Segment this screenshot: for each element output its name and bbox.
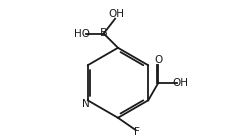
Text: HO: HO xyxy=(74,29,91,39)
Text: OH: OH xyxy=(173,78,189,88)
Text: O: O xyxy=(154,55,163,65)
Text: N: N xyxy=(82,99,90,109)
Text: F: F xyxy=(134,127,140,136)
Text: OH: OH xyxy=(109,9,124,19)
Text: B: B xyxy=(100,28,108,38)
